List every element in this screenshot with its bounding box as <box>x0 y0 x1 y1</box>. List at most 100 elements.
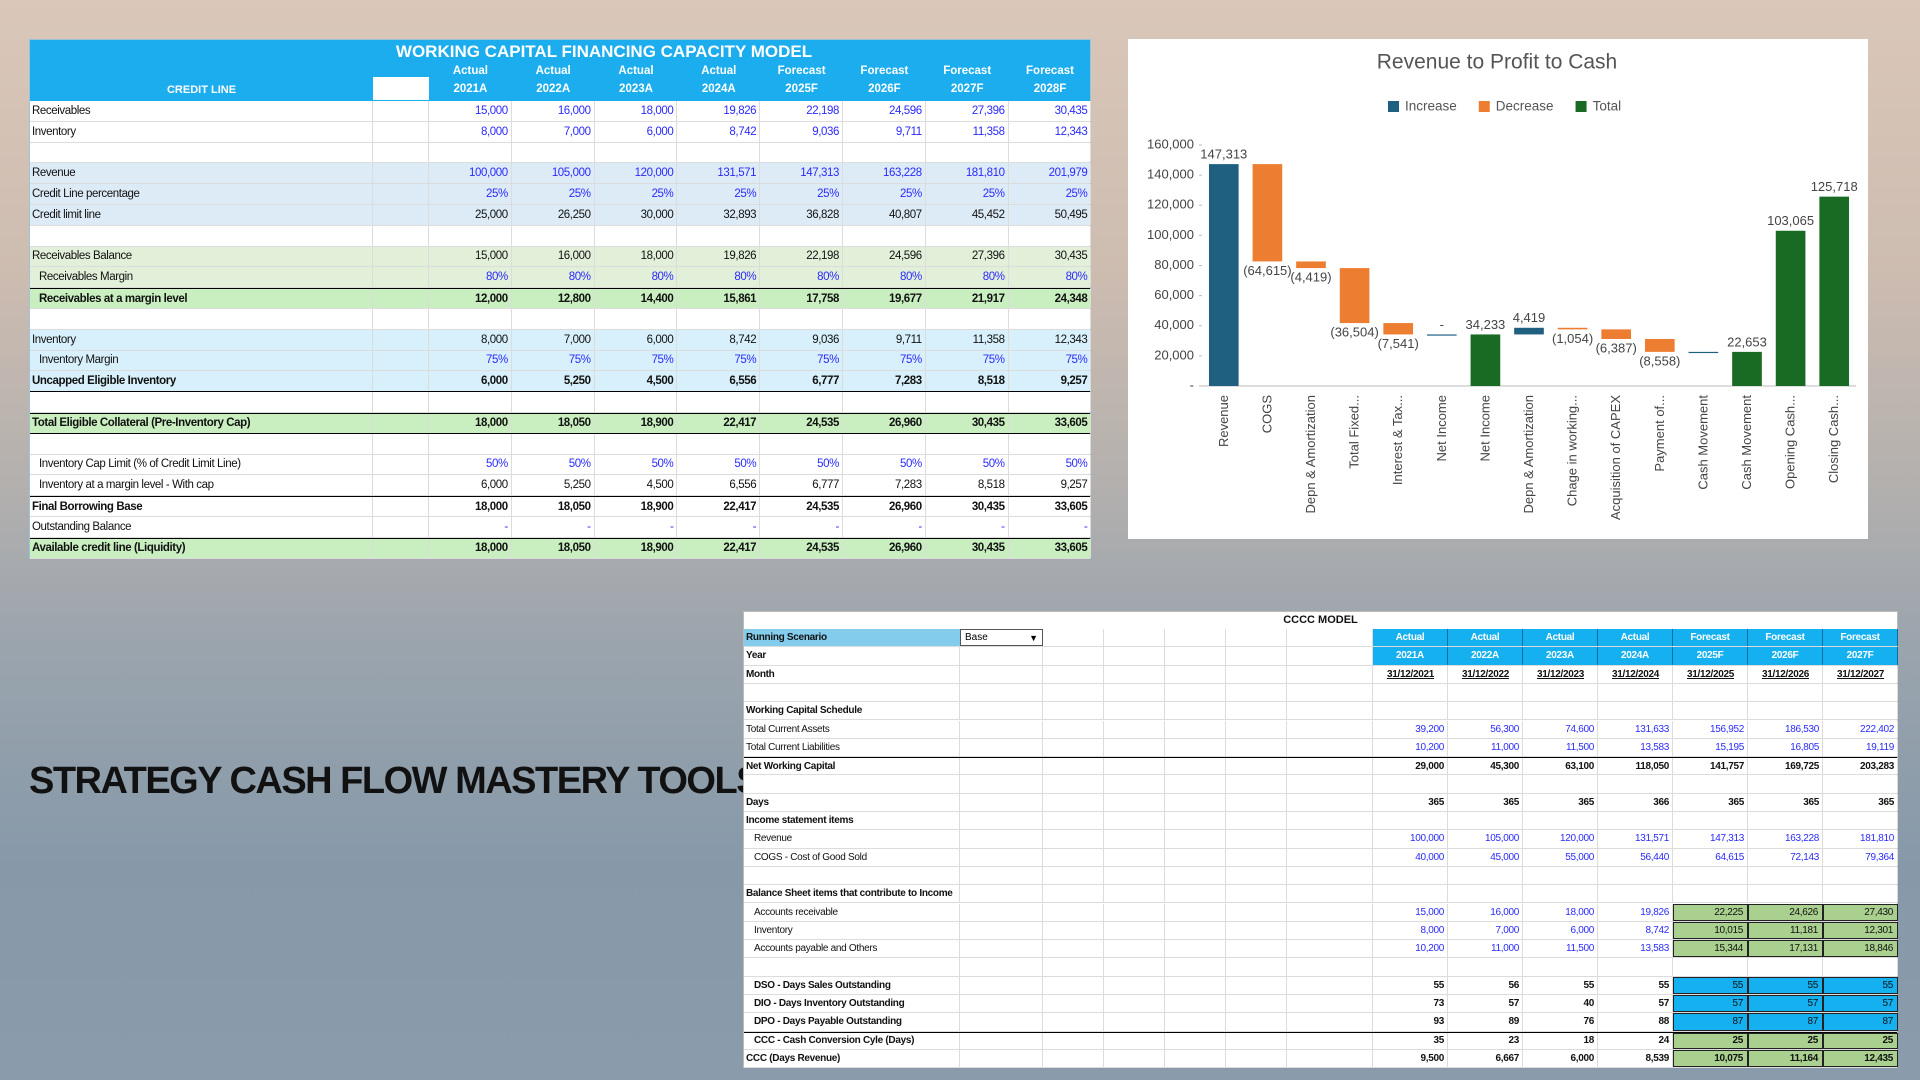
cell-border <box>744 647 960 665</box>
table-row: Revenue 100,000 105,000 120,000 131,571 147,3… <box>30 163 1092 185</box>
cell-border <box>30 475 373 496</box>
table-row: Net Working Capital 29,000 45,300 63,100 118… <box>744 757 1898 776</box>
cell-border <box>512 289 595 308</box>
row-value: Actual <box>1448 629 1523 647</box>
row-value: 75% <box>982 354 1005 367</box>
row-value: 6,000 <box>646 125 674 138</box>
row-value: 87 <box>1673 1013 1748 1031</box>
cell-border <box>429 475 512 496</box>
row-value: 365 <box>1878 796 1894 808</box>
chart-title: Revenue to Profit to Cash <box>1377 51 1617 74</box>
row-value: 30,435 <box>1054 104 1088 117</box>
cell-border <box>1043 995 1104 1013</box>
cell-border <box>1448 976 1523 994</box>
cell-border <box>1009 329 1092 350</box>
cell-border <box>744 921 960 940</box>
row-value: 55 <box>1658 979 1669 991</box>
cell-border <box>1104 720 1165 738</box>
cell-border <box>373 433 429 454</box>
cell-border <box>1165 830 1226 848</box>
row-label: Final Borrowing Base <box>32 500 143 513</box>
row-value: 2025F <box>1673 647 1748 665</box>
cell-border <box>1748 683 1823 702</box>
cell-border <box>760 121 843 142</box>
row-value: 6,667 <box>1495 1053 1519 1065</box>
table-row: Uncapped Eligible Inventory 6,000 5,250 4,5… <box>30 371 1092 393</box>
cell-border <box>1523 848 1598 866</box>
cell-border <box>1448 958 1523 976</box>
cell-border <box>744 720 960 738</box>
cell-border <box>1373 758 1448 775</box>
cell-border <box>1448 995 1523 1013</box>
cell-border <box>429 517 512 537</box>
cell-border <box>744 758 960 775</box>
row-value: 19,826 <box>723 250 757 263</box>
cell-border <box>1373 903 1448 921</box>
table-row: Working Capital Schedule <box>744 702 1898 721</box>
row-value: 6,556 <box>729 479 757 492</box>
cell-border <box>1448 793 1523 811</box>
cell-border <box>926 350 1009 371</box>
row-value: 29,000 <box>1415 760 1444 772</box>
table-row: COGS - Cost of Good Sold 40,000 45,000 55,0… <box>744 848 1898 867</box>
row-value: 57 <box>1823 995 1898 1013</box>
cell-border <box>373 538 429 558</box>
cell-border <box>760 329 843 350</box>
row-value: 2023A <box>1523 647 1598 665</box>
cell-border <box>1448 885 1523 903</box>
cell-border <box>1287 738 1373 757</box>
row-label: Total Current Assets <box>746 723 830 735</box>
cell-border <box>744 665 960 683</box>
cell-border <box>1598 995 1673 1013</box>
row-value: 22,198 <box>806 250 839 263</box>
table-title: CCCC MODEL <box>1283 614 1358 626</box>
cell-border <box>1748 665 1823 683</box>
cell-border <box>760 538 843 558</box>
cell-border <box>1373 720 1448 738</box>
cell-border <box>1226 758 1287 775</box>
cell-border <box>1287 903 1373 921</box>
cell-border <box>595 538 678 558</box>
cell-border <box>744 683 960 702</box>
legend-label: Decrease <box>1496 99 1554 114</box>
row-value: 8,742 <box>729 333 757 346</box>
table-row: Inventory 8,000 7,000 6,000 8,742 9,036 9,711 1… <box>30 329 1092 351</box>
row-value: 75% <box>817 354 839 367</box>
cell-border <box>429 184 512 204</box>
row-value: 57 <box>1658 998 1669 1010</box>
table-row: Credit Line percentage 25% 25% 25% 25% 25% 25%… <box>30 184 1092 205</box>
table-row: CCC (Days Revenue) 9,500 6,667 6,000 8,539 10… <box>744 1049 1898 1069</box>
cell-border <box>1165 1049 1226 1068</box>
scenario-dropdown[interactable]: Base ▼ <box>960 629 1043 647</box>
column-status: Forecast <box>777 65 826 77</box>
cell-border <box>429 350 512 371</box>
row-value: 75% <box>734 354 757 367</box>
cell-border <box>1598 1013 1673 1031</box>
cell-border <box>677 225 761 246</box>
cell-border <box>1287 793 1373 811</box>
cell-border <box>1104 866 1165 885</box>
cell-border <box>843 475 926 496</box>
row-value: 2022A <box>1448 647 1523 665</box>
cell-border <box>1009 350 1092 371</box>
table-row: Inventory Cap Limit (% of Credit Limit L… <box>30 454 1092 476</box>
cell-border <box>1523 683 1598 702</box>
legend-swatch <box>1388 101 1399 112</box>
x-tick-label: Revenue <box>1216 395 1231 447</box>
cell-border <box>1104 848 1165 866</box>
cell-border <box>744 738 960 757</box>
row-value: 16,000 <box>557 250 591 263</box>
cell-border <box>1748 885 1823 903</box>
cell-border <box>30 517 373 537</box>
cell-border <box>760 142 843 163</box>
cell-border <box>429 163 512 184</box>
table-row: Days 365 365 365 366 365 365 365 <box>744 793 1898 812</box>
cell-border <box>1373 793 1448 811</box>
row-value: 80% <box>817 271 839 284</box>
cell-border <box>744 976 960 994</box>
cell-border <box>595 350 678 371</box>
row-value: 9,036 <box>812 333 839 346</box>
row-value: 24,596 <box>889 104 922 117</box>
cell-border <box>1104 1013 1165 1031</box>
